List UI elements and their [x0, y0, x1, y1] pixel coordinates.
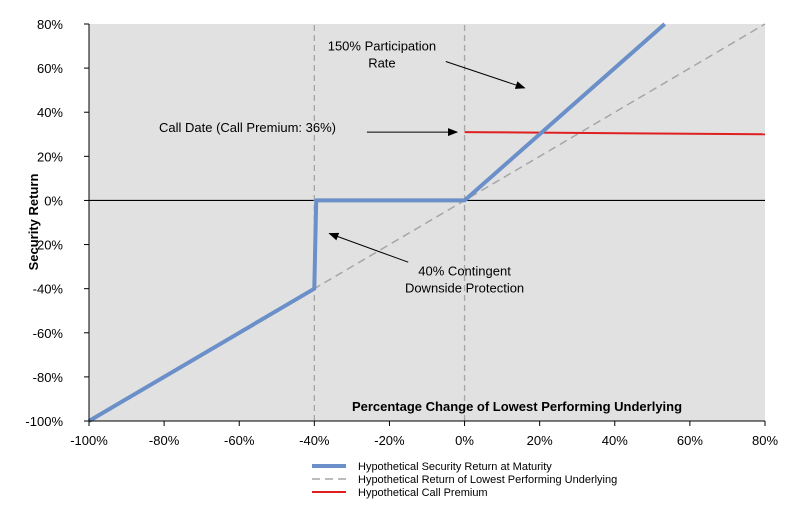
y-tick-label: 40%	[37, 105, 63, 120]
legend: Hypothetical Security Return at Maturity…	[312, 461, 617, 499]
y-axis-title: Security Return	[26, 174, 41, 271]
annotation-protection-line-0: 40% Contingent	[418, 263, 511, 278]
series-line-hypothetical-security-return-at-maturity	[87, 22, 667, 423]
x-tick-label: -80%	[149, 433, 180, 448]
y-tick-label: 0%	[44, 193, 63, 208]
legend-label-hypothetical-return-of-lowest-performing-underlying: Hypothetical Return of Lowest Performing…	[358, 474, 617, 486]
x-tick-label: 40%	[602, 433, 628, 448]
y-axis-ticks: 80% 60% 40% 20% 0% -20% -40% -60% -80% -100%	[25, 17, 89, 429]
y-tick-label: -80%	[33, 370, 64, 385]
annotation-participation-line-0: 150% Participation	[328, 38, 436, 53]
x-tick-label: 80%	[752, 433, 778, 448]
y-tick-label: -40%	[33, 282, 64, 297]
y-tick-label: 60%	[37, 61, 63, 76]
x-tick-label: 60%	[677, 433, 703, 448]
annotation-protection-arrow	[328, 232, 409, 263]
x-tick-label: 20%	[527, 433, 553, 448]
x-axis-title: Percentage Change of Lowest Performing U…	[352, 399, 682, 414]
annotation-call-date-line-0: Call Date (Call Premium: 36%)	[159, 120, 336, 135]
x-tick-label: -60%	[224, 433, 255, 448]
annotation-participation-line-1: Rate	[368, 55, 395, 70]
x-tick-label: -40%	[299, 433, 330, 448]
series-line-hypothetical-call-premium	[464, 131, 766, 136]
annotation-protection-line-1: Downside Protection	[405, 280, 524, 295]
legend-label-hypothetical-security-return-at-maturity: Hypothetical Security Return at Maturity	[358, 461, 552, 473]
x-tick-label: -100%	[70, 433, 108, 448]
y-tick-label: 80%	[37, 17, 63, 32]
x-tick-label: 0%	[455, 433, 474, 448]
y-tick-label: -60%	[33, 326, 64, 341]
legend-label-hypothetical-call-premium: Hypothetical Call Premium	[358, 487, 488, 499]
y-tick-label: 20%	[37, 149, 63, 164]
series-layer	[87, 22, 766, 423]
annotations: 150% Participation Rate Call Date (Call Pr…	[159, 38, 526, 295]
y-tick-label: -20%	[33, 238, 64, 253]
annotation-participation-arrow	[445, 61, 526, 89]
x-axis-ticks: -100% -80% -60% -40% -20% 0% 20% 40% 60% 80%	[70, 421, 778, 448]
y-tick-label: -100%	[25, 414, 63, 429]
x-tick-label: -20%	[374, 433, 405, 448]
